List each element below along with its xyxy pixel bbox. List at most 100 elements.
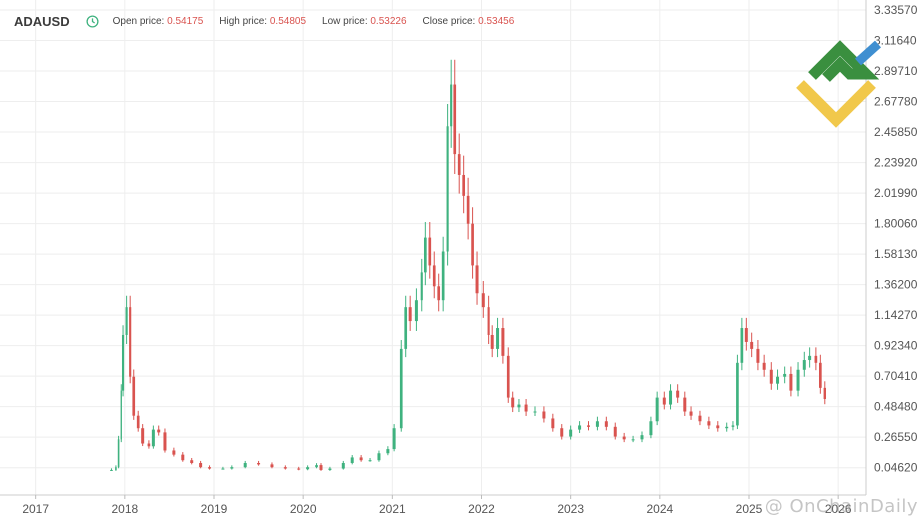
open-price: Open price: 0.54175 [113, 16, 204, 27]
y-tick-label: 2.23920 [874, 156, 918, 170]
candle-body [823, 387, 826, 399]
x-tick-label: 2017 [22, 502, 49, 516]
x-axis: 2017 2018 2019 2020 2021 2022 2023 2024 2025 2026 [0, 494, 866, 516]
candle-body [221, 468, 225, 470]
symbol-label: ADAUSD [14, 14, 70, 29]
candle-body [551, 418, 555, 429]
chart-header: ADAUSD Open price: 0.54175 High price: 0… [14, 14, 530, 29]
candle-body [423, 237, 427, 273]
low-price: Low price: 0.53226 [322, 16, 407, 27]
candle-body [297, 468, 301, 470]
x-tick-label: 2019 [201, 502, 228, 516]
y-tick-label: 2.45850 [874, 125, 918, 139]
candle-body [457, 154, 461, 175]
candle-body [640, 435, 644, 440]
y-tick-label: 3.33570 [874, 3, 918, 17]
y-tick-label: 1.14270 [874, 308, 918, 322]
watermark: @ OnChainDaily [764, 496, 918, 517]
close-price-value: 0.53456 [478, 16, 515, 27]
candle-body [243, 462, 247, 468]
y-tick-label: 2.01990 [874, 186, 918, 200]
candle-body [453, 84, 457, 155]
candle-body [631, 439, 635, 441]
candle-body [341, 462, 345, 469]
y-tick-label: 1.80060 [874, 217, 918, 231]
candle-body [490, 334, 494, 349]
candle-body [132, 376, 136, 416]
candle-body [420, 272, 423, 301]
candle-body [481, 293, 485, 308]
candle-body [595, 421, 599, 427]
x-tick-label: 2021 [379, 502, 406, 516]
candle-body [399, 348, 403, 429]
candle-body [315, 465, 318, 468]
candle-body [744, 328, 748, 342]
candle-body [466, 195, 470, 224]
candle-body [350, 457, 354, 463]
candle-body [769, 369, 773, 384]
candle-body [129, 307, 132, 377]
y-tick-label: 0.48480 [874, 400, 918, 414]
candle-body [408, 307, 412, 322]
candle-body [190, 460, 194, 463]
candle-body [818, 362, 822, 388]
candle-body [731, 425, 735, 427]
y-tick-label: 1.58130 [874, 247, 918, 261]
candle-body [319, 465, 323, 470]
x-tick-label: 2025 [736, 502, 763, 516]
candle-body [750, 341, 754, 349]
candle-body [698, 415, 702, 422]
open-price-value: 0.54175 [167, 16, 204, 27]
low-price-value: 0.53226 [370, 16, 407, 27]
candle-body [683, 397, 687, 412]
candle-body [613, 426, 617, 437]
candle-body [120, 390, 122, 440]
candle-body [496, 328, 500, 349]
brand-logo [796, 40, 882, 128]
candle-body [121, 334, 125, 391]
candle-body [437, 286, 441, 301]
candle-body [181, 454, 185, 461]
candle-body [740, 328, 744, 363]
candle-body [157, 429, 161, 433]
candle-body [716, 425, 720, 429]
candle-body [110, 469, 113, 471]
candle-body [725, 426, 729, 429]
candle-body [359, 457, 363, 461]
x-tick-label: 2020 [290, 502, 317, 516]
candle-body [689, 411, 693, 416]
candle-body [208, 467, 212, 469]
candle-body [524, 404, 528, 412]
candle-body [789, 373, 793, 391]
candle-body [377, 453, 381, 461]
open-price-label: Open price: [112, 16, 165, 27]
candle-body [462, 174, 466, 196]
candle-body [141, 428, 145, 444]
x-tick-label: 2022 [468, 502, 495, 516]
candle-body [814, 355, 818, 363]
candle-body [487, 307, 490, 335]
candle-body [655, 397, 659, 422]
y-tick-label: 0.70410 [874, 369, 918, 383]
candle-body [783, 373, 787, 377]
candle-body [506, 355, 510, 398]
candle-body [796, 369, 800, 391]
candle-body [117, 439, 120, 468]
candle-body [604, 421, 608, 427]
candle-body [649, 421, 653, 436]
candle-body [511, 397, 515, 408]
candle-body [386, 449, 390, 454]
candle-body [475, 265, 479, 294]
candle-body [471, 223, 474, 266]
clock-icon[interactable] [86, 15, 99, 28]
candle-body [230, 467, 234, 469]
y-tick-label: 0.26550 [874, 430, 918, 444]
candle-body [776, 376, 780, 384]
candle-body [115, 467, 117, 470]
candle-body [802, 360, 806, 370]
y-tick-label: 2.89710 [874, 64, 918, 78]
chart-grid [0, 0, 866, 495]
y-tick-label: 0.04620 [874, 461, 918, 475]
candle-body [270, 464, 274, 468]
